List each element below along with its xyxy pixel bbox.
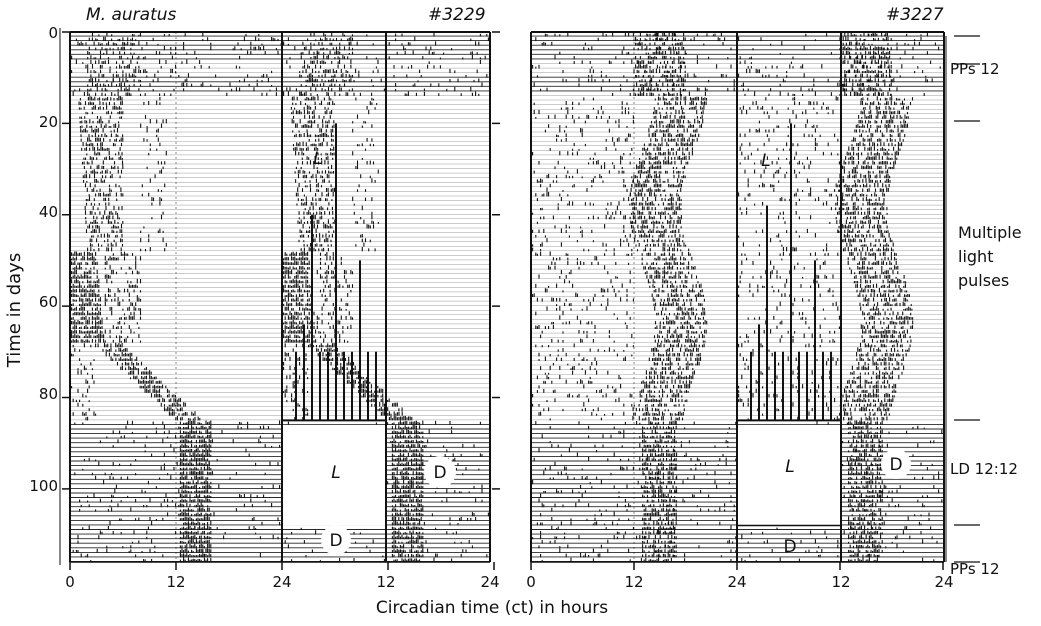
activity-bands	[70, 32, 488, 562]
panel-right	[531, 32, 944, 570]
axis-ticks	[70, 562, 494, 570]
day-baselines	[70, 36, 490, 561]
panel-left	[70, 32, 494, 570]
